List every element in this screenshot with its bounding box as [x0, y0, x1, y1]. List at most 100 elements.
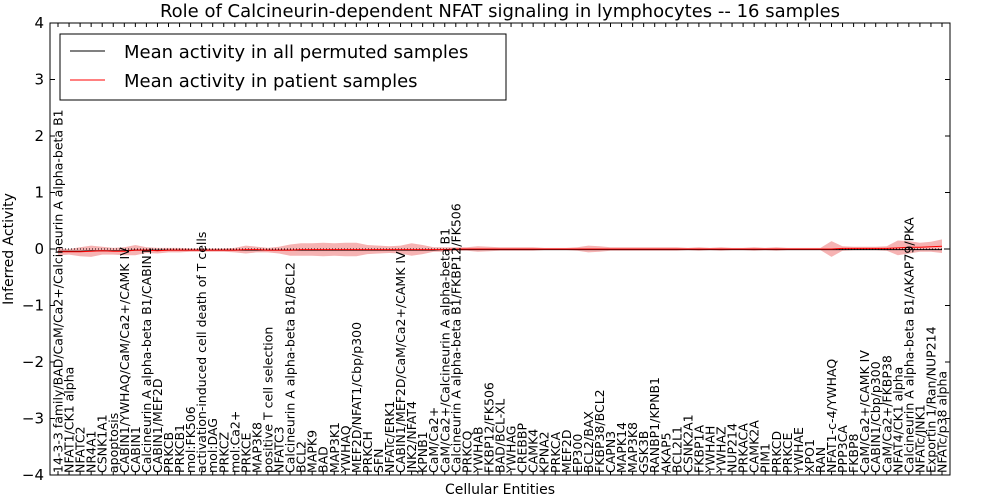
x-tick-label: activation-induced cell death of T cells [194, 232, 209, 473]
x-tick-label: NUP214 [725, 423, 740, 473]
x-tick-label: NFATc/JNK1 [912, 404, 927, 473]
x-tick-label: YWHAB [470, 426, 485, 474]
y-tick-label: 0 [34, 240, 44, 258]
x-tick-label: PPP3CA [835, 425, 850, 473]
y-tick-label: 2 [34, 127, 44, 145]
x-tick-label: JNK2/NFAT4 [404, 401, 419, 474]
x-tick-label: BCL2/BAX [581, 411, 596, 473]
x-tick-label: AKAP5 [658, 432, 673, 473]
y-axis-label: Inferred Activity [1, 193, 17, 305]
x-tick-label: FKBP8 [846, 433, 861, 473]
x-tick-label: PRKCE [238, 433, 253, 473]
x-tick-label: BCL2 [294, 441, 309, 473]
x-tick-label: RAN [813, 447, 828, 473]
legend: Mean activity in all permuted samples Me… [59, 33, 507, 101]
y-tick-label: 3 [34, 71, 44, 89]
x-tick-label: BCL2L1 [669, 426, 684, 473]
x-tick-label: Exportin 1/Ran/NUP214 [924, 326, 939, 473]
x-tick-label: YWHAZ [714, 426, 729, 474]
x-tick-label: CABIN1/Cbp/p300 [868, 361, 883, 473]
x-tick-label: PRKCB [161, 432, 176, 473]
y-tick-label: 1 [34, 184, 44, 202]
x-tick-label: YWHAQ [338, 425, 353, 474]
x-tick-label: KPNA2 [537, 431, 552, 473]
x-tick-label: apoptosis [106, 413, 121, 473]
x-tick-label: NFATC2 [73, 426, 88, 473]
x-tick-label: Calcineurin A alpha-beta B1/CABIN1 [139, 247, 154, 473]
series-lines [58, 245, 943, 253]
x-tick-label: PRKCZ [216, 432, 231, 473]
x-tick-label: CABIN1 [128, 426, 143, 473]
x-tick-label: CABIN1/YWHAQ/CaM/Ca2+/CAMK IV [117, 247, 132, 473]
x-tick-label: Calcineurin A alpha-beta B1/AKAP79/PKA [901, 217, 916, 473]
x-tick-label: CAPN3 [603, 431, 618, 473]
x-tick-label: CAMK4 [526, 429, 541, 473]
x-tick-label: PRKCH [360, 431, 375, 473]
legend-box [59, 33, 507, 101]
y-tick-label: −3 [22, 410, 44, 428]
x-tick-label: CaM/Ca2+ [426, 407, 441, 473]
y-axis: −4 −3 −2 −1 0 1 2 3 4 [22, 14, 950, 484]
x-tick-label: MEF2D/NFAT1/Cbp/p300 [349, 322, 364, 473]
y-tick-label: −4 [22, 466, 44, 484]
x-tick-label: NFAT4/CK1 alpha [890, 367, 905, 473]
x-tick-label: NFAT1/CK1 alpha [62, 367, 77, 473]
x-tick-label: mol:FK506 [183, 406, 198, 473]
x-axis-label: Cellular Entities [445, 482, 555, 498]
x-tick-label: PRKCA [548, 432, 563, 473]
x-tick-label: CSNK2A1 [680, 414, 695, 473]
error-bands [58, 239, 942, 257]
x-tick-label: NFATc/p38 alpha [935, 371, 950, 473]
x-tick-label: PRKCE [780, 433, 795, 473]
x-tick-label: YWHAH [703, 426, 718, 474]
x-tick-label: CaM/Ca2+/CAMK IV [857, 350, 872, 473]
x-tick-label: NFAT1-c-4/YWHAQ [824, 359, 839, 473]
x-tick-label: MAP3K8 [249, 422, 264, 473]
x-tick-label: NFATC3 [272, 426, 287, 473]
y-tick-label: −1 [22, 297, 44, 315]
x-tick-label: SFN [371, 449, 386, 473]
x-tick-label: PRKCD [769, 431, 784, 473]
patient-activity-band [58, 239, 942, 257]
x-tick-label: MEF2D [559, 430, 574, 473]
x-tick-label: KPNB1 [415, 431, 430, 473]
x-tick-label: PRKACA [736, 423, 751, 473]
x-tick-labels: 14-3-3 family/BAD/CaM/Ca2+/Calcineurin A… [51, 109, 950, 474]
x-tick-label: NFATc/ERK1 [382, 401, 397, 473]
y-tick-label: −2 [22, 353, 44, 371]
chart-title: Role of Calcineurin-dependent NFAT signa… [160, 1, 840, 22]
x-tick-label: FKBP38/BCL2 [592, 389, 607, 473]
x-tick-label: positive T cell selection [260, 327, 275, 473]
x-tick-label: 14-3-3 family/BAD/CaM/Ca2+/Calcineurin A… [51, 109, 66, 473]
x-tick-label: NR4A1 [84, 431, 99, 474]
x-tick-label: MAP3K8 [625, 422, 640, 473]
x-tick-label: Calcineurin A alpha-beta B1/FKBP12/FK506 [448, 203, 463, 473]
x-tick-label: CAMK2A [747, 420, 762, 473]
y-tick-label: 4 [34, 14, 44, 32]
series-line-patient [58, 245, 943, 253]
x-tick-label: CABIN1/MEF2D/CaM/Ca2+/CAMK IV [393, 251, 408, 473]
x-tick-label: BAD/BCL-XL [493, 399, 508, 473]
x-tick-label: GSK3B [636, 431, 651, 473]
x-tick-label: YWHAG [504, 426, 519, 474]
x-tick-label: FKBP12/FK506 [481, 382, 496, 473]
legend-label-patient: Mean activity in patient samples [124, 71, 418, 92]
x-tick-label: MAPK9 [305, 430, 320, 473]
x-tick-label: XPO1 [802, 439, 817, 473]
x-tick-label: mol:Ca2+ [227, 411, 242, 473]
x-tick-label: PRKCB1 [172, 424, 187, 473]
legend-label-permuted: Mean activity in all permuted samples [124, 42, 468, 63]
x-tick-label: CaM/Ca2+/FKBP38 [879, 355, 894, 473]
x-tick-label: CREBBP [515, 423, 530, 473]
x-tick-label: YWHAE [791, 427, 806, 474]
x-tick-label: CSNK1A1 [95, 414, 110, 473]
x-tick-label: PRKCQ [459, 431, 474, 473]
x-tick-label: CABIN1/MEF2D [150, 378, 165, 473]
x-tick-label: RANBP1/KPNB1 [647, 377, 662, 473]
x-tick-label: PIM1 [758, 443, 773, 473]
x-axis [57, 23, 943, 475]
x-tick-label: MAP3K1 [327, 422, 342, 473]
x-tick-label: Calcineurin A alpha-beta B1/BCL2 [283, 262, 298, 473]
x-tick-label: BAD [316, 446, 331, 473]
